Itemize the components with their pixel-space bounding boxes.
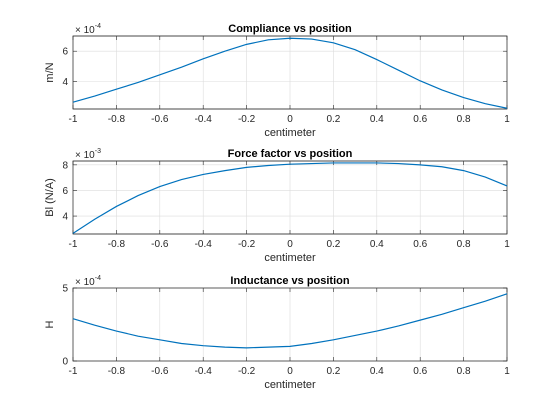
chart-title: Compliance vs position: [228, 23, 352, 35]
x-tick-label: 0.2: [326, 239, 340, 250]
exponent-power: -4: [95, 23, 101, 30]
y-tick-label: 8: [62, 160, 68, 171]
x-tick-label: -0.2: [238, 366, 256, 377]
series-line: [72, 162, 508, 234]
y-axis-label: H: [44, 320, 56, 328]
y-exponent-label: × 10-4: [75, 23, 101, 36]
exponent-base: × 10: [75, 25, 95, 36]
x-tick-label: 0.4: [370, 366, 384, 377]
x-tick-label: -1: [69, 114, 78, 125]
x-tick-label: 0.2: [326, 366, 340, 377]
y-tick-label: 6: [62, 47, 68, 58]
x-tick-label: 0.4: [370, 239, 384, 250]
chart-title: Force factor vs position: [228, 148, 353, 160]
exponent-base: × 10: [75, 150, 95, 161]
y-tick-label: 5: [62, 284, 68, 295]
x-tick-label: 0: [287, 114, 293, 125]
x-tick-label: 0: [287, 239, 293, 250]
x-tick-label: -0.8: [108, 239, 126, 250]
x-axis-label: centimeter: [264, 127, 316, 139]
x-tick-label: -1: [69, 239, 78, 250]
x-tick-label: 1: [504, 366, 510, 377]
x-tick-label: -0.6: [151, 239, 169, 250]
x-tick-label: -0.4: [195, 114, 213, 125]
x-tick-label: 1: [504, 239, 510, 250]
x-tick-label: -0.8: [108, 114, 126, 125]
subplot-3: -1 -0.8 -0.6 -0.4 -0.2 0 0.2 0.4 0.6 0.8 1 0 5 × 10-4…: [44, 275, 510, 391]
y-axis-label: Bl (N/A): [44, 178, 56, 217]
y-exponent-label: × 10-3: [75, 148, 101, 161]
exponent-power: -4: [95, 275, 101, 282]
x-tick-label: -0.2: [238, 114, 256, 125]
x-tick-label: -0.6: [151, 366, 169, 377]
x-tick-label: 0.8: [457, 239, 471, 250]
y-tick-label: 0: [62, 357, 68, 368]
x-tick-label: 1: [504, 114, 510, 125]
subplot-1: -1 -0.8 -0.6 -0.4 -0.2 0 0.2 0.4 0.6 0.8 1 4 6 × 10-4…: [44, 23, 510, 139]
y-tick-label: 6: [62, 186, 68, 197]
x-tick-label: 0.8: [457, 114, 471, 125]
x-tick-label: 0: [287, 366, 293, 377]
x-tick-label: 0.6: [413, 366, 427, 377]
x-tick-label: -0.6: [151, 114, 169, 125]
subplot-2: -1 -0.8 -0.6 -0.4 -0.2 0 0.2 0.4 0.6 0.8 1 4 6 8 × 10-…: [44, 148, 510, 264]
x-tick-label: -0.8: [108, 366, 126, 377]
x-tick-label: 0.4: [370, 114, 384, 125]
y-tick-label: 4: [62, 212, 68, 223]
exponent-base: × 10: [75, 277, 95, 288]
x-tick-label: 0.6: [413, 239, 427, 250]
x-axis-label: centimeter: [264, 379, 316, 391]
x-axis-label: centimeter: [264, 252, 316, 264]
exponent-power: -3: [95, 148, 101, 155]
x-tick-label: -0.4: [195, 366, 213, 377]
x-tick-label: -0.4: [195, 239, 213, 250]
x-tick-label: 0.6: [413, 114, 427, 125]
y-exponent-label: × 10-4: [75, 275, 101, 288]
chart-title: Inductance vs position: [230, 275, 349, 287]
y-axis-label: m/N: [44, 62, 56, 82]
x-tick-label: -1: [69, 366, 78, 377]
series-line: [72, 293, 508, 349]
series-line: [72, 37, 508, 109]
x-tick-label: 0.8: [457, 366, 471, 377]
x-tick-label: 0.2: [326, 114, 340, 125]
y-tick-label: 4: [62, 77, 68, 88]
x-tick-label: -0.2: [238, 239, 256, 250]
